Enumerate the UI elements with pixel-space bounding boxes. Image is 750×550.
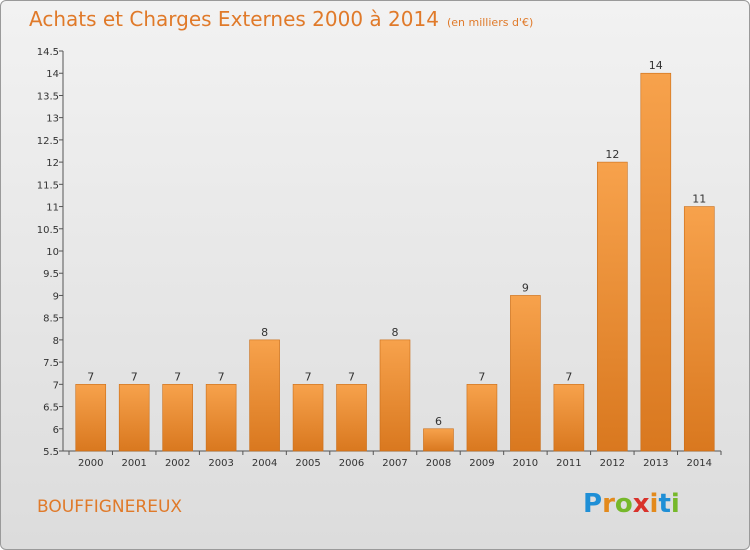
bar-2004 [249,339,280,452]
bar-2000 [75,384,107,452]
logo-letter: o [614,489,633,519]
bar-2011 [553,384,585,452]
y-tick-label: 12.5 [37,136,59,147]
bar-2012 [597,161,628,452]
x-tick-label-2013: 2013 [643,458,668,469]
data-label-2005: 7 [305,370,312,383]
x-tick-label-2004: 2004 [252,458,277,469]
y-tick-label: 6 [53,425,59,436]
x-tick-label-2000: 2000 [78,458,103,469]
data-label-2007: 8 [392,326,399,339]
x-tick-label-2014: 2014 [687,458,712,469]
commune-name: BOUFFIGNEREUX [37,497,183,517]
data-label-2012: 12 [605,148,619,161]
bar-2003 [205,384,237,452]
y-tick-label: 9.5 [43,269,59,280]
data-label-2013: 14 [649,59,663,72]
data-labels: 7 7 7 7 8 7 7 8 6 7 9 7 12 14 11 [87,59,706,428]
data-label-2006: 7 [348,370,355,383]
data-label-2009: 7 [478,370,485,383]
y-tick-label: 14.5 [37,47,59,58]
y-tick-label: 13.5 [37,91,59,102]
bar-2009 [466,384,498,452]
data-label-2010: 9 [522,281,529,294]
logo-letter: i [670,489,680,519]
y-tick-label: 8 [53,336,59,347]
y-tick-label: 8.5 [43,314,59,325]
y-tick-label: 11 [46,203,59,214]
logo-letter: P [583,489,603,519]
bars [75,72,715,452]
x-tick-label-2006: 2006 [339,458,364,469]
data-label-2011: 7 [565,370,572,383]
bar-2002 [162,384,193,452]
data-label-2003: 7 [218,370,225,383]
x-tick-label-2002: 2002 [165,458,190,469]
data-label-2004: 8 [261,326,268,339]
data-label-2002: 7 [174,370,181,383]
x-tick-label-2010: 2010 [513,458,538,469]
bar-2010 [510,295,541,452]
chart-title-text: Achats et Charges Externes 2000 à 2014 [29,7,439,31]
bar-2007 [379,339,411,452]
y-tick-label: 10 [46,247,59,258]
chart-unit: (en milliers d'€) [446,16,534,29]
bar-2006 [336,384,367,452]
data-label-2001: 7 [131,370,138,383]
logo-letter: r [602,489,615,519]
bar-2013 [640,72,672,452]
x-tick-label-2001: 2001 [121,458,146,469]
bar-2008 [423,428,454,452]
y-tick-label: 5.5 [43,447,59,458]
x-tick-label-2007: 2007 [382,458,407,469]
x-tick-label-2009: 2009 [469,458,494,469]
data-label-2000: 7 [87,370,94,383]
chart-title: Achats et Charges Externes 2000 à 2014 (e… [29,7,533,31]
bar-2001 [118,384,150,452]
x-tick-label-2011: 2011 [556,458,581,469]
y-tick-label: 12 [46,158,59,169]
y-tick-label: 11.5 [37,180,59,191]
y-tick-label: 9 [53,291,59,302]
logo-letter: x [632,489,650,519]
proxiti-logo[interactable]: Proxiti [583,489,680,519]
x-tick-label-2005: 2005 [295,458,320,469]
y-tick-label: 7.5 [43,358,59,369]
logo-letter: t [658,489,671,519]
y-tick-label: 6.5 [43,403,59,414]
data-label-2008: 6 [435,415,442,428]
y-tick-label: 13 [46,114,59,125]
logo-letter: i [649,489,659,519]
y-tick-label: 14 [46,69,59,80]
axes: 5.5 6 6.5 7 7.5 8 8.5 9 9.5 10 10.5 11 11.5 12 12.5 13 1… [37,47,722,469]
y-tick-label: 10.5 [37,225,59,236]
y-tick-label: 7 [53,380,59,391]
bar-2014 [683,206,715,452]
x-tick-label-2008: 2008 [426,458,451,469]
bar-2005 [292,384,324,452]
data-label-2014: 11 [692,193,706,206]
x-tick-label-2003: 2003 [208,458,233,469]
x-tick-label-2012: 2012 [600,458,625,469]
